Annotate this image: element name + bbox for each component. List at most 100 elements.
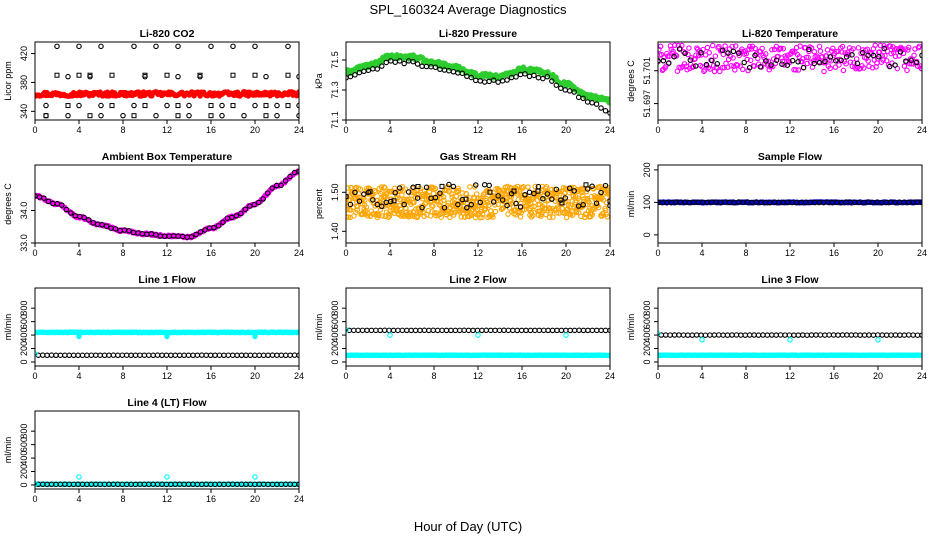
x-tick-label: 0 (655, 125, 660, 135)
data-point (686, 45, 692, 51)
data-point (70, 352, 77, 359)
data-point (800, 64, 807, 71)
data-point (150, 352, 156, 359)
data-point (186, 102, 192, 109)
data-point (482, 206, 489, 212)
data-point (452, 327, 459, 334)
data-point (540, 327, 547, 334)
data-point (128, 352, 134, 359)
data-point (580, 327, 587, 334)
data-point (875, 332, 881, 338)
data-point (463, 191, 470, 197)
data-point (434, 327, 441, 334)
data-point (112, 226, 119, 232)
data-point (423, 63, 430, 70)
data-point (510, 327, 516, 334)
x-tick-label: 24 (294, 494, 304, 504)
data-point (346, 326, 349, 333)
data-point (410, 184, 416, 190)
data-point (559, 200, 565, 206)
data-point (513, 74, 519, 80)
data-point (692, 63, 699, 69)
panel-title: Sample Flow (758, 151, 823, 163)
data-point (892, 62, 898, 68)
data-point (405, 189, 412, 195)
data-point (387, 198, 394, 205)
x-tick-label: 8 (120, 248, 125, 258)
x-tick-label: 20 (873, 371, 883, 381)
data-point (194, 352, 201, 358)
y-tick-label: 800 (19, 301, 29, 316)
data-point (706, 49, 712, 56)
x-tick-label: 20 (561, 125, 571, 135)
data-point (558, 85, 564, 91)
data-point (769, 332, 775, 338)
y-tick-label: 600 (19, 437, 29, 452)
data-point (346, 193, 349, 199)
data-point (597, 183, 603, 190)
data-point (504, 202, 510, 209)
data-point (804, 332, 810, 338)
data-point (593, 101, 600, 107)
data-point (252, 102, 258, 109)
x-tick-label: 16 (206, 248, 216, 258)
y-axis-label: ml/min (626, 314, 636, 341)
data-point (658, 330, 661, 337)
data-point (830, 332, 837, 338)
x-tick-label: 12 (162, 494, 172, 504)
data-point (757, 64, 764, 70)
data-point (229, 352, 236, 358)
data-point (600, 211, 606, 217)
x-tick-label: 8 (120, 125, 125, 135)
data-point (836, 62, 842, 68)
x-tick-label: 0 (655, 248, 660, 258)
data-point (355, 327, 361, 334)
y-tick-label: 600 (330, 314, 340, 329)
data-point (707, 332, 713, 338)
series-group (346, 326, 610, 359)
panel-9: Line 3 Flow ml/min 0 4 8 12 16 20 24 0 20040060080… (626, 274, 927, 381)
data-point (203, 352, 209, 358)
data-point (278, 182, 284, 189)
data-point (762, 51, 769, 57)
data-point (467, 184, 473, 190)
data-point (423, 184, 430, 191)
panel-6: Sample Flow ml/min 0 4 8 12 16 20 24 0 100 200 (626, 151, 927, 258)
data-point (693, 52, 699, 58)
plot-frame (34, 287, 300, 367)
y-tick-label: 200 (642, 162, 652, 177)
panel-title: Ambient Box Temperature (102, 151, 233, 163)
data-point (839, 43, 846, 50)
data-point (199, 352, 205, 358)
y-tick-label: 400 (19, 328, 29, 343)
data-point (550, 214, 556, 220)
data-point (864, 46, 871, 52)
data-point (556, 210, 562, 216)
data-point (377, 327, 383, 334)
data-point (870, 332, 877, 338)
data-point (43, 102, 49, 109)
data-point (724, 332, 731, 338)
series-group (35, 329, 299, 359)
data-point (81, 214, 87, 221)
data-point (877, 42, 884, 49)
y-tick-label: 33.0 (19, 234, 29, 252)
data-point (693, 332, 700, 338)
data-point (413, 213, 420, 220)
data-point (743, 50, 750, 57)
data-point (713, 64, 720, 70)
data-point (415, 184, 421, 190)
data-point (496, 327, 503, 334)
x-tick-label: 24 (294, 371, 304, 381)
data-point (477, 214, 483, 221)
data-point (875, 337, 881, 343)
data-point (517, 204, 524, 210)
data-point (164, 333, 170, 340)
data-point (391, 198, 397, 204)
data-point (910, 332, 916, 338)
data-point (563, 327, 569, 334)
data-point (745, 67, 751, 74)
y-tick-label: 200 (19, 464, 29, 479)
data-point (755, 332, 762, 338)
data-point (886, 63, 893, 70)
